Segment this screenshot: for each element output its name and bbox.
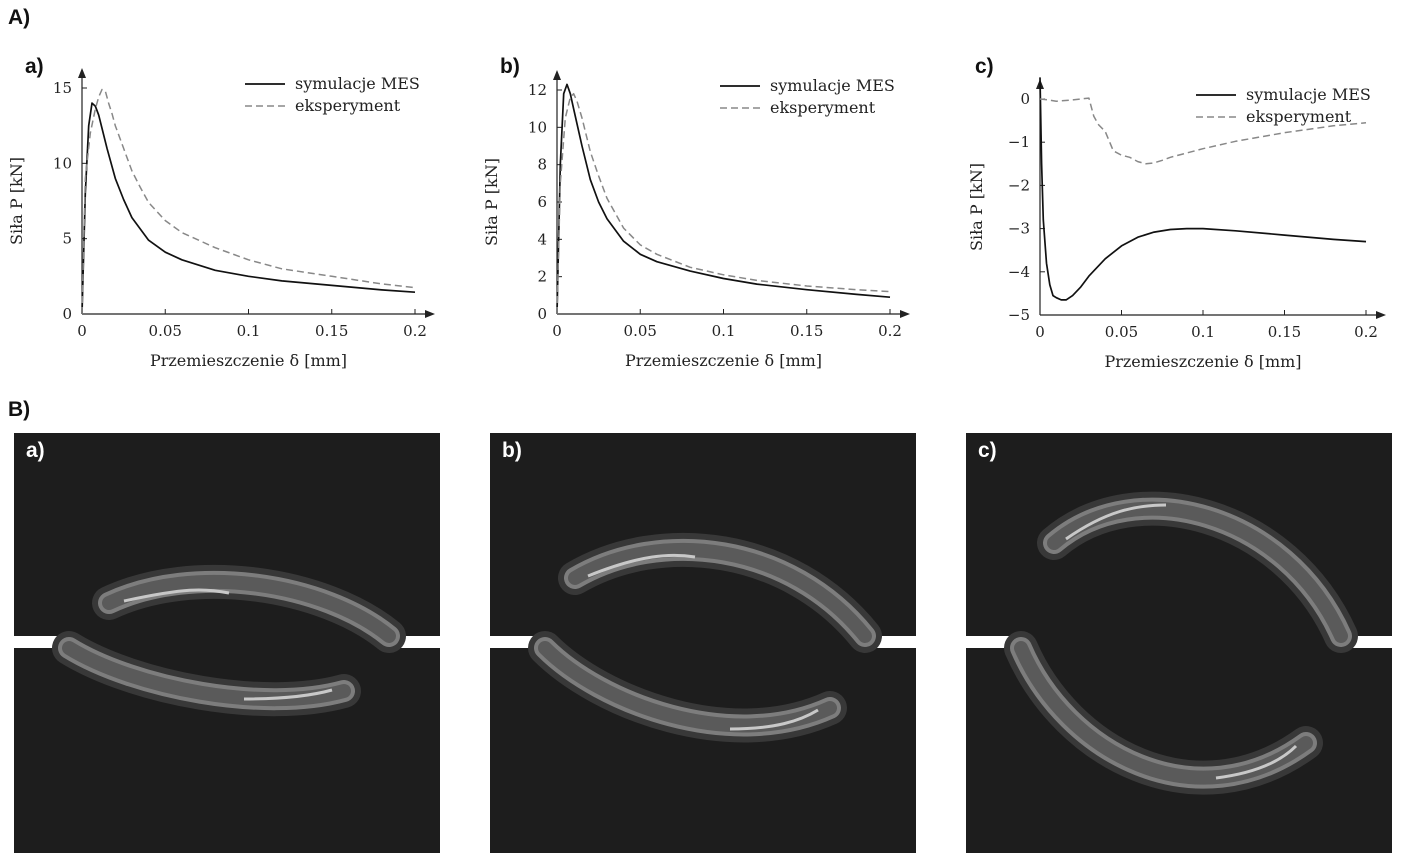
crack-band-lower <box>52 631 361 717</box>
chart-a: a) 0 0.05 0.1 0.15 0.2 0 5 10 15 Przemieszczenie δ… <box>7 55 435 370</box>
chart-a-x-tick-label: 0.05 <box>149 322 182 340</box>
chart-c: c) 0 0.05 0.1 0.15 0.2 −5 −4 −3 −2 −1 0 Przemieszcze… <box>967 55 1386 371</box>
chart-c-y-tick-label: 0 <box>1020 90 1030 108</box>
chart-b-x-tick-label: 0.2 <box>878 322 902 340</box>
chart-b-y-tick-label: 6 <box>537 193 547 211</box>
chart-c-panel-label: c) <box>975 55 994 78</box>
simulation-panel-a-label: a) <box>26 439 45 462</box>
chart-c-y-tick-label: −2 <box>1008 176 1030 194</box>
chart-b: b) 0 0.05 0.1 0.15 0.2 0 2 4 6 8 10 12 Przemieszczeni… <box>482 55 910 370</box>
chart-c-y-tick-label: −4 <box>1008 263 1030 281</box>
crack-simulation-c <box>966 491 1392 795</box>
chart-b-x-axis-arrow <box>900 310 910 318</box>
chart-a-y-tick-label: 0 <box>62 305 72 323</box>
chart-a-panel-label: a) <box>25 55 44 78</box>
chart-a-x-tick-label: 0.1 <box>237 322 261 340</box>
chart-a-series-experiment-line <box>81 88 416 315</box>
chart-b-panel-label: b) <box>500 55 520 78</box>
chart-a-y-tick-label: 10 <box>53 154 72 172</box>
chart-b-y-tick-label: 10 <box>528 118 547 136</box>
crack-band-upper <box>558 532 882 653</box>
chart-b-legend-label: symulacje MES <box>770 76 895 95</box>
chart-b-y-axis-arrow <box>553 70 561 80</box>
charts-area: a) 0 0.05 0.1 0.15 0.2 0 5 10 15 Przemieszczenie δ… <box>7 55 1386 371</box>
chart-a-y-axis-arrow <box>78 68 86 78</box>
chart-b-y-axis-label: Siła P [kN] <box>482 158 501 246</box>
chart-b-y-tick-label: 0 <box>537 305 547 323</box>
simulation-panel-c-label: c) <box>978 439 997 462</box>
chart-b-x-tick-label: 0 <box>552 322 562 340</box>
chart-b-x-tick-label: 0.1 <box>712 322 736 340</box>
chart-a-x-axis-label: Przemieszczenie δ [mm] <box>150 351 347 370</box>
chart-a-x-tick-label: 0.2 <box>403 322 427 340</box>
chart-c-x-tick-label: 0.05 <box>1105 323 1138 341</box>
chart-b-series-experiment-line <box>556 92 891 315</box>
chart-c-series-simulation-line <box>1039 77 1367 301</box>
crack-band-upper <box>92 564 406 653</box>
chart-a-legend-label: eksperyment <box>295 96 401 115</box>
simulation-panel-c: c) <box>966 433 1392 853</box>
chart-c-legend-label: eksperyment <box>1246 107 1352 126</box>
chart-c-x-axis-arrow <box>1376 311 1386 319</box>
simulation-panel-a: a) <box>14 433 440 853</box>
chart-c-y-tick-label: −1 <box>1008 133 1030 151</box>
chart-a-y-tick-label: 5 <box>62 230 72 248</box>
chart-a-legend-label: symulacje MES <box>295 74 420 93</box>
chart-a-y-axis-label: Siła P [kN] <box>7 157 26 245</box>
section-b-label: B) <box>8 398 31 421</box>
chart-b-y-tick-label: 8 <box>537 156 547 174</box>
chart-c-y-tick-label: −3 <box>1008 220 1030 238</box>
chart-c-x-tick-label: 0.1 <box>1191 323 1215 341</box>
chart-c-x-tick-label: 0 <box>1035 323 1045 341</box>
chart-c-y-tick-label: −5 <box>1008 306 1030 324</box>
crack-band-upper <box>1037 491 1358 653</box>
simulation-panel-b: b) <box>490 433 916 853</box>
crack-band-lower <box>528 631 847 743</box>
chart-b-x-tick-label: 0.15 <box>790 322 823 340</box>
chart-a-series-simulation-line <box>81 102 416 315</box>
chart-b-series-simulation-line <box>556 83 891 315</box>
chart-c-x-axis-label: Przemieszczenie δ [mm] <box>1104 352 1301 371</box>
crack-simulation-a <box>14 564 440 717</box>
chart-a-y-tick-label: 15 <box>53 79 72 97</box>
crack-band-lower <box>1004 631 1323 795</box>
chart-b-legend-label: eksperyment <box>770 98 876 117</box>
chart-c-x-tick-label: 0.15 <box>1268 323 1301 341</box>
chart-b-x-axis-label: Przemieszczenie δ [mm] <box>625 351 822 370</box>
chart-c-x-tick-label: 0.2 <box>1354 323 1378 341</box>
chart-a-x-axis-arrow <box>425 310 435 318</box>
chart-b-x-tick-label: 0.05 <box>624 322 657 340</box>
chart-c-legend-label: symulacje MES <box>1246 85 1371 104</box>
chart-a-x-tick-label: 0 <box>77 322 87 340</box>
chart-b-y-tick-label: 2 <box>537 268 547 286</box>
chart-c-y-axis-label: Siła P [kN] <box>967 163 986 251</box>
crack-simulation-b <box>490 532 916 743</box>
chart-b-y-tick-label: 12 <box>528 81 547 99</box>
chart-b-y-tick-label: 4 <box>537 230 547 248</box>
section-a-label: A) <box>8 6 31 29</box>
simulation-panel-b-label: b) <box>502 439 522 462</box>
chart-a-x-tick-label: 0.15 <box>315 322 348 340</box>
